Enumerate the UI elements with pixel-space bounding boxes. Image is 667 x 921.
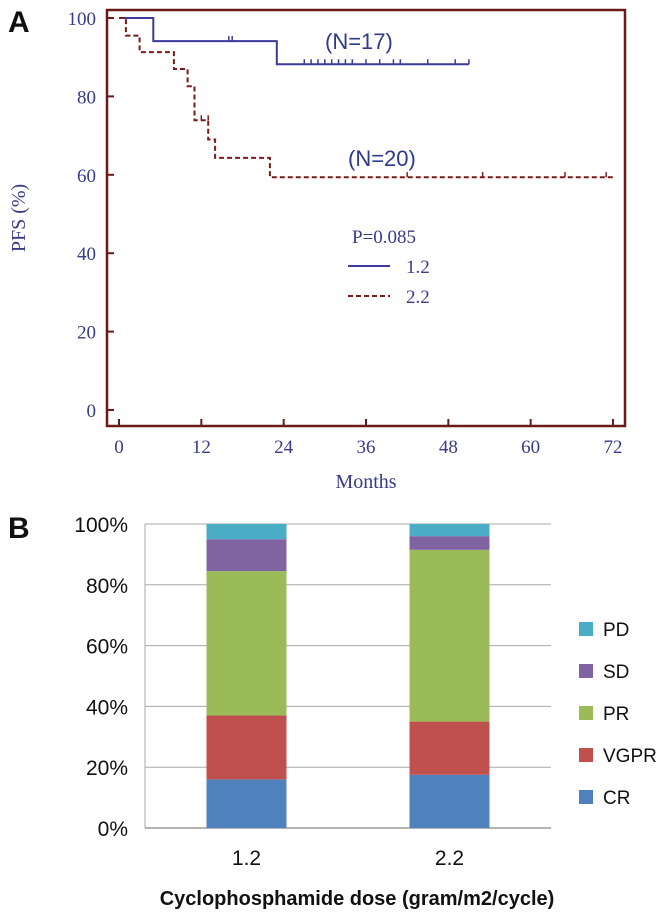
response-bar-pr-2.2: [409, 549, 490, 722]
response-bar-sd-1.2: [206, 539, 287, 572]
pfs-x-tick-label: 60: [521, 437, 540, 458]
response-bar-sd-2.2: [409, 536, 490, 550]
response-legend-label-cr: CR: [603, 788, 630, 809]
pfs-curve-series-2.2: [119, 17, 613, 179]
pfs-x-tick-label: 48: [439, 437, 458, 458]
pfs-legend-label-2.2: 2.2: [406, 287, 430, 308]
pfs-annotation-n20: (N=20): [348, 146, 416, 171]
pfs-x-tick-label: 24: [274, 437, 294, 458]
response-chart: 0% 20% 40% 60% 80% 100% 1.2 2.2 Cyclophosphamide…: [74, 514, 657, 910]
response-legend-label-vgpr: VGPR: [603, 746, 657, 767]
response-bar-pr-1.2: [206, 571, 287, 716]
pfs-x-tick-label: 12: [192, 437, 211, 458]
response-legend-swatch-pr: [579, 706, 593, 720]
response-bar-vgpr-2.2: [409, 721, 490, 775]
panel-a-label: A: [8, 6, 30, 39]
response-legend-swatch-pd: [579, 622, 593, 636]
response-y-tick-label: 100%: [74, 514, 128, 537]
response-legend-swatch-vgpr: [579, 748, 593, 762]
pfs-p-value: P=0.085: [352, 227, 416, 248]
pfs-x-tick-label: 0: [114, 437, 124, 458]
response-bar-cr-1.2: [206, 779, 287, 828]
pfs-curve-series-1.2: [119, 17, 469, 66]
pfs-x-tick-label: 36: [357, 437, 376, 458]
pfs-plot-frame: [105, 8, 627, 428]
pfs-y-tick-label: 80: [77, 87, 96, 108]
response-x-tick-label: 1.2: [232, 847, 261, 870]
pfs-legend-label-1.2: 1.2: [406, 257, 430, 278]
pfs-y-tick-label: 0: [87, 401, 97, 422]
panel-b-label: B: [8, 512, 30, 545]
pfs-x-axis-label: Months: [335, 471, 396, 493]
response-bar-pd-1.2: [206, 524, 287, 540]
pfs-y-axis-label: PFS (%): [8, 184, 30, 252]
response-legend-label-pr: PR: [603, 704, 629, 725]
response-y-tick-label: 20%: [86, 757, 128, 780]
pfs-y-tick-label: 60: [77, 166, 96, 187]
pfs-chart: 0 20 40 60 80 100 0 12 24 36 48 60 72 Months PFS (%) (N…: [8, 8, 627, 493]
response-x-axis-label: Cyclophosphamide dose (gram/m2/cycle): [160, 888, 555, 910]
response-legend-swatch-sd: [579, 664, 593, 678]
pfs-annotation-n17: (N=17): [325, 29, 393, 54]
response-legend-label-pd: PD: [603, 620, 629, 641]
pfs-y-tick-label: 100: [68, 9, 97, 30]
pfs-y-tick-label: 20: [77, 323, 96, 344]
response-bar-pd-2.2: [409, 524, 490, 537]
response-bar-vgpr-1.2: [206, 715, 287, 780]
response-y-tick-label: 80%: [86, 575, 128, 598]
response-y-tick-label: 60%: [86, 636, 128, 659]
pfs-y-tick-label: 40: [77, 244, 96, 265]
response-legend-label-sd: SD: [603, 662, 629, 683]
response-bar-cr-2.2: [409, 774, 490, 828]
response-x-tick-label: 2.2: [435, 847, 464, 870]
response-y-tick-label: 0%: [98, 818, 128, 841]
response-y-tick-label: 40%: [86, 696, 128, 719]
pfs-x-tick-label: 72: [604, 437, 623, 458]
response-legend-swatch-cr: [579, 790, 593, 804]
